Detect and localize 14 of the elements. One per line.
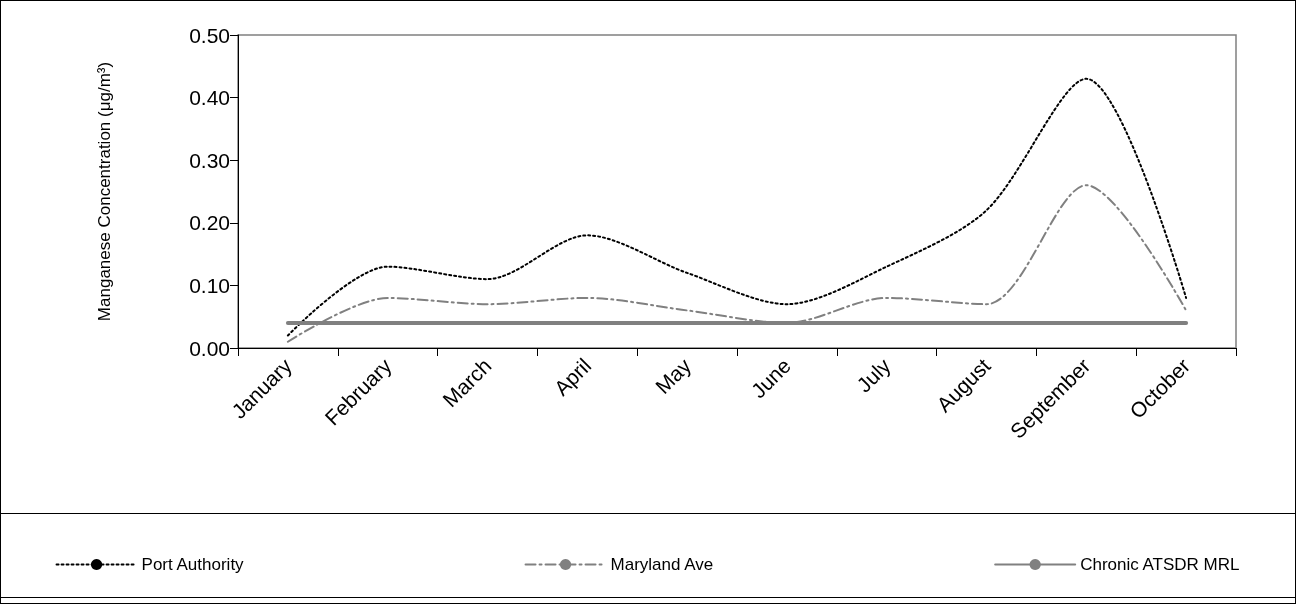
y-tick-label: 0.10 [189, 273, 230, 297]
legend-label: Maryland Ave [610, 555, 714, 574]
y-tick-label: 0.00 [189, 336, 230, 360]
legend-label: Port Authority [141, 555, 245, 574]
x-tick-label: July [852, 353, 896, 397]
y-tick-label: 0.20 [189, 211, 230, 235]
y-axis-title: Manganese Concentration (μg/m³) [95, 61, 114, 322]
y-tick-label: 0.50 [189, 23, 230, 47]
line-series [286, 184, 1188, 343]
line-series [286, 77, 1188, 337]
x-tick-label: May [650, 353, 696, 399]
y-tick-label: 0.30 [189, 148, 230, 172]
legend-label: Chronic ATSDR MRL [1080, 555, 1240, 574]
y-tick-label: 0.40 [189, 86, 230, 110]
